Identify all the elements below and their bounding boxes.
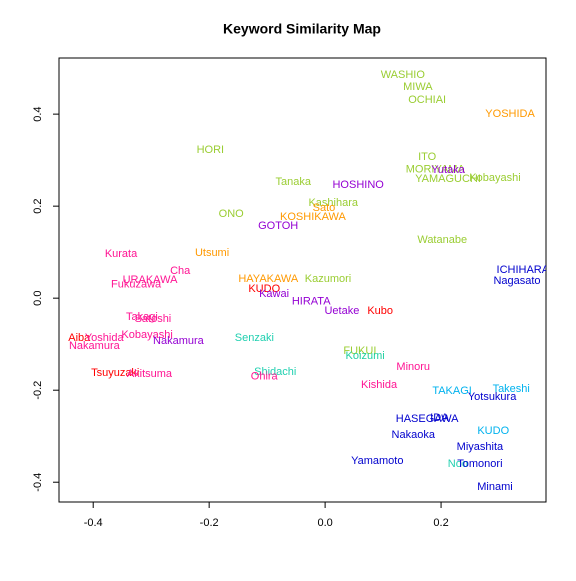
point-label: Kubo	[367, 305, 393, 317]
point-label: Sato	[313, 202, 336, 214]
point-label: Nagasato	[493, 275, 540, 287]
point-label: Nakaoka	[392, 429, 436, 441]
x-tick-label: -0.4	[84, 517, 103, 529]
point-label: Satoshi	[135, 313, 172, 325]
point-label: YOSHIDA	[485, 108, 535, 120]
point-label: HASEGAWA	[396, 413, 459, 425]
plot-frame	[58, 57, 547, 503]
point-label: Watanabe	[417, 234, 467, 246]
point-label: Tomonori	[457, 458, 502, 470]
point-label: ICHIHARA	[497, 264, 550, 276]
point-label: MIWA	[403, 81, 433, 93]
point-label: YAMAGUCHI	[415, 173, 481, 185]
point-label: Yutaka	[431, 164, 466, 176]
point-label: Nakamura	[69, 340, 121, 352]
y-tick-label: -0.2	[32, 381, 44, 400]
point-label: HOSHINO	[332, 179, 384, 191]
point-label: Kurata	[105, 248, 138, 260]
point-label: ITO	[418, 151, 437, 163]
point-label: Takagi	[126, 311, 158, 323]
point-label: KOSHIKAWA	[280, 211, 346, 223]
point-label: Utsumi	[195, 247, 229, 259]
y-tick-label: 0.2	[32, 199, 44, 214]
point-label: Minami	[477, 481, 512, 493]
point-label: Tanaka	[275, 176, 311, 188]
x-tick-label: 0.0	[317, 517, 332, 529]
point-label: Shidachi	[254, 366, 296, 378]
chart-title: Keyword Similarity Map	[223, 21, 381, 37]
point-label: ONO	[219, 208, 245, 220]
x-tick-label: -0.2	[200, 517, 219, 529]
point-label: Kobayashi	[469, 172, 520, 184]
point-label: Yotsukura	[468, 391, 517, 403]
point-label: Yamamoto	[351, 455, 403, 467]
point-label: TAKAGI	[432, 385, 472, 397]
y-tick-label: 0.0	[32, 291, 44, 306]
point-label: HORI	[197, 144, 225, 156]
point-label: IDA	[430, 412, 449, 424]
point-label: Takeshi	[493, 383, 530, 395]
point-label: Minoru	[396, 361, 430, 373]
point-label: Noo	[448, 458, 468, 470]
point-label: KUDO	[477, 425, 509, 437]
point-label: Kawai	[259, 288, 289, 300]
point-label: Cha	[170, 265, 191, 277]
point-label: OCHIAI	[408, 94, 446, 106]
point-label: Miyashita	[457, 441, 504, 453]
point-label: HAYAKAWA	[238, 273, 299, 285]
y-tick-label: -0.4	[32, 473, 44, 492]
x-tick-label: 0.2	[433, 517, 448, 529]
point-label: Tsuyuzaki	[91, 367, 139, 379]
point-label: Akitsuma	[127, 368, 173, 380]
point-label: Kashihara	[308, 197, 358, 209]
point-label: Kazumori	[305, 273, 351, 285]
point-label: Fukuzawa	[111, 278, 162, 290]
point-label: MORIYAMA	[406, 163, 466, 175]
point-label: Senzaki	[235, 332, 274, 344]
point-label: URAKAWA	[123, 274, 178, 286]
point-label: Aiba	[68, 332, 91, 344]
y-tick-label: 0.4	[32, 106, 44, 121]
point-label: FUKUI	[343, 345, 376, 357]
point-label: Kobayashi	[121, 329, 172, 341]
point-label: Yoshida	[85, 332, 125, 344]
point-label: Ohira	[251, 370, 279, 382]
point-label: HIRATA	[292, 295, 331, 307]
point-label: Kishida	[361, 379, 398, 391]
point-label: Nakamura	[153, 335, 205, 347]
point-label: KUDO	[248, 283, 280, 295]
point-label: WASHIO	[381, 69, 426, 81]
point-label: GOTOH	[258, 220, 298, 232]
point-label: Uetake	[324, 305, 359, 317]
point-label: Koizumi	[346, 350, 385, 362]
